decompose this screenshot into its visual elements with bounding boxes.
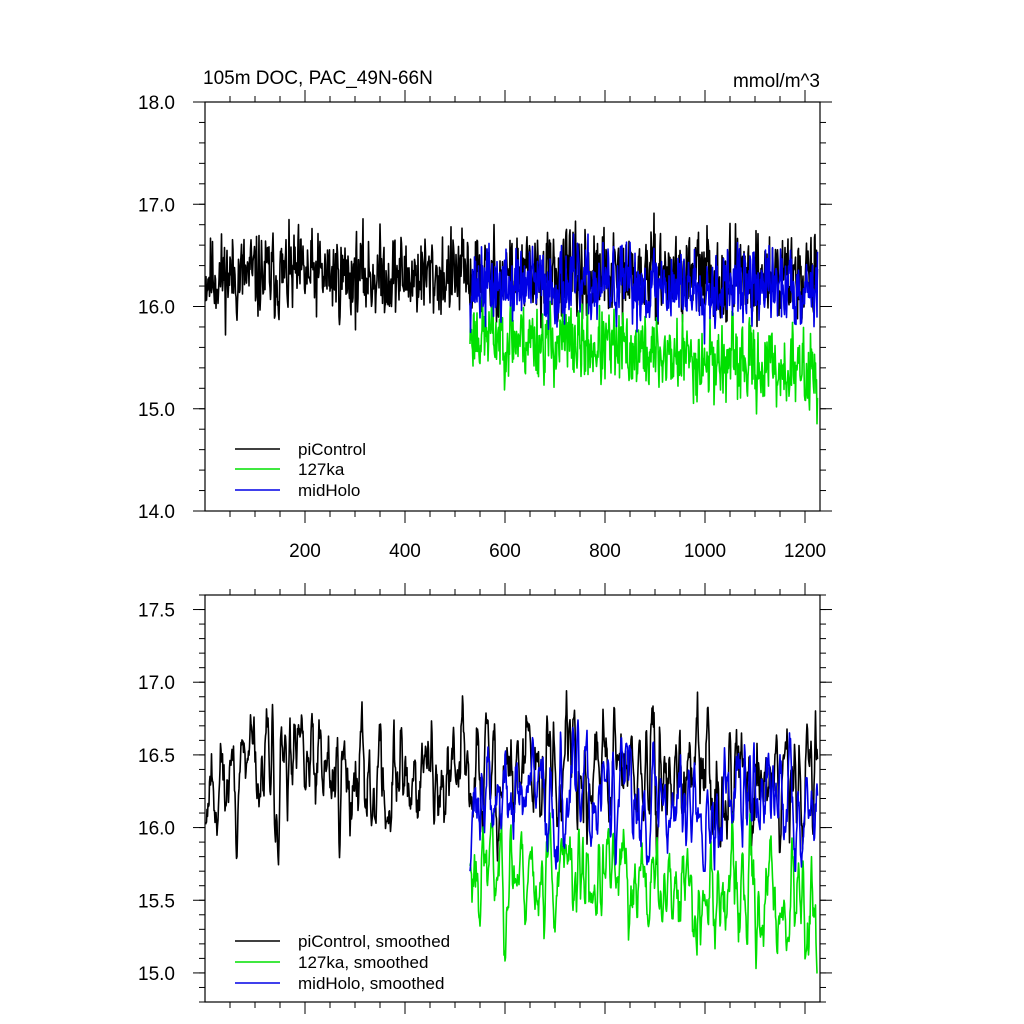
x-tick-label: 800 xyxy=(589,541,621,562)
top-legend: piControl 127ka midHolo xyxy=(235,440,366,500)
y-tick-label: 15.5 xyxy=(138,891,175,912)
top-axes: 200 400 600 800 1000 1200 14.0 15.0 16.0 17.0 18.0 xyxy=(138,90,832,562)
series-line-picontrol-smoothed xyxy=(204,690,819,866)
y-tick-label: 15.0 xyxy=(138,400,175,421)
x-tick-label: 1000 xyxy=(684,541,726,562)
y-tick-label: 17.5 xyxy=(138,601,175,622)
legend-label-midholo-smoothed: midHolo, smoothed xyxy=(298,974,444,993)
x-tick-label: 400 xyxy=(389,541,421,562)
y-tick-label: 16.0 xyxy=(138,819,175,840)
legend-label-midholo: midHolo xyxy=(298,481,360,500)
y-tick-label: 16.0 xyxy=(138,298,175,319)
bottom-series-group xyxy=(204,690,819,974)
bottom-legend: piControl, smoothed 127ka, smoothed midH… xyxy=(235,932,450,993)
series-line-127ka-smoothed xyxy=(469,812,818,974)
series-line-127ka xyxy=(469,290,819,425)
legend-label-picontrol: piControl xyxy=(298,440,366,459)
x-tick-label: 1200 xyxy=(784,541,826,562)
series-line-midholo xyxy=(469,233,819,345)
chart-title: 105m DOC, PAC_49N-66N xyxy=(203,68,433,89)
legend-label-127ka-smoothed: 127ka, smoothed xyxy=(298,953,428,972)
top-series-group xyxy=(204,212,819,425)
legend-label-picontrol-smoothed: piControl, smoothed xyxy=(298,932,450,951)
x-tick-label: 600 xyxy=(489,541,521,562)
top-panel: 200 400 600 800 1000 1200 14.0 15.0 16.0 17.0 18.0… xyxy=(138,90,832,562)
bottom-panel: 15.0 15.5 16.0 16.5 17.0 17.5 piControl, smoo… xyxy=(138,583,832,1014)
y-tick-label: 18.0 xyxy=(138,93,175,114)
series-line-midholo-smoothed xyxy=(469,719,819,872)
y-tick-label: 15.0 xyxy=(138,964,175,985)
y-tick-label: 17.0 xyxy=(138,673,175,694)
y-tick-label: 14.0 xyxy=(138,502,175,523)
y-tick-label: 17.0 xyxy=(138,195,175,216)
legend-label-127ka: 127ka xyxy=(298,460,345,479)
x-tick-label: 200 xyxy=(289,541,321,562)
bottom-axes: 15.0 15.5 16.0 16.5 17.0 17.5 xyxy=(138,583,832,1014)
units-label: mmol/m^3 xyxy=(733,71,820,92)
y-tick-label: 16.5 xyxy=(138,746,175,767)
